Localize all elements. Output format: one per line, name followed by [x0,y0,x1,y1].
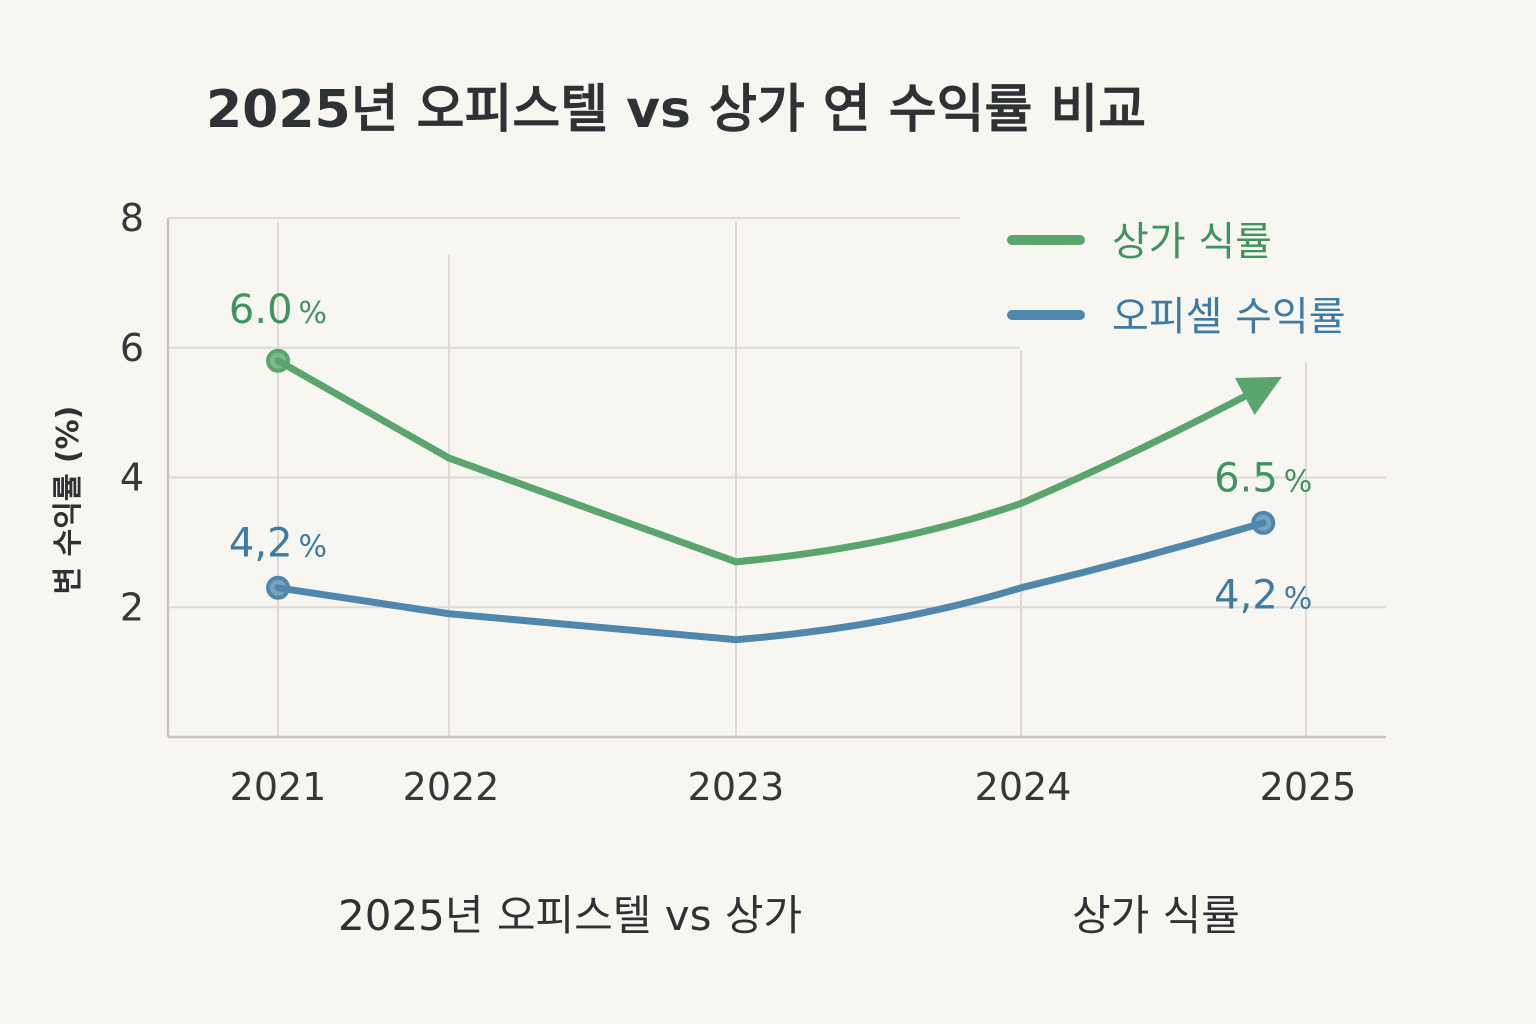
y-ticks: 8 6 4 2 [120,196,144,629]
series-line [274,357,1282,566]
chart-title: 2025년 오피스텔 vs 상가 연 수익률 비교 [206,80,1146,140]
data-point-marker [266,575,290,600]
y-tick-label: 4 [120,456,144,500]
x-ticks: 2021 2022 2023 2024 2025 [230,765,1357,809]
x-tick-label: 2023 [688,765,785,809]
data-point-marker [1251,510,1276,535]
legend-label: 상가 식률 [1112,219,1272,265]
y-tick-label: 2 [120,585,144,629]
series-line [274,519,1267,644]
x-tick-label: 2024 [975,765,1072,809]
data-labels: 6.0 % 4,2 % 6.5 % 4,2% [229,287,1312,618]
y-tick-label: 6 [120,326,144,370]
data-label: 6.5% [1214,456,1312,502]
gridlines [168,217,1386,737]
y-tick-label: 8 [120,196,144,240]
data-label: 4,2% [1214,572,1312,618]
x-tick-label: 2021 [230,765,327,809]
footer-left-caption: 2025년 오피스텔 vs 상가 [338,891,802,940]
data-point-marker [266,348,290,373]
y-axis-label: 변 수익률 (%) [51,406,86,595]
data-label: 4,2% [229,520,327,566]
x-tick-label: 2025 [1260,765,1357,809]
footer-right-caption: 상가 식률 [1072,891,1240,940]
x-tick-label: 2022 [403,765,500,809]
series [266,348,1282,644]
data-label: 6.0% [229,287,327,333]
legend-label: 오피셀 수익률 [1112,294,1346,340]
